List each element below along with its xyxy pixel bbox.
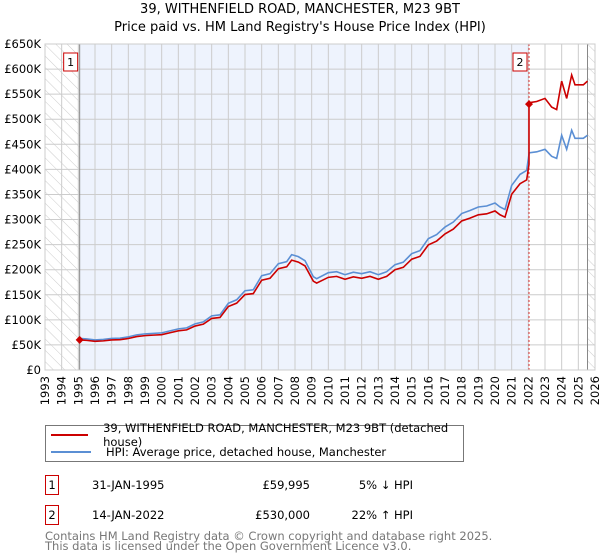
hatched-region-before [45, 44, 80, 370]
x-tick-label: 2023 [538, 376, 552, 405]
y-tick-label: £450K [4, 137, 41, 151]
legend-property: 39, WITHENFIELD ROAD, MANCHESTER, M23 9B… [103, 421, 449, 449]
sale-hpi-delta: 22% ↑ HPI [351, 508, 413, 522]
x-tick-label: 2011 [338, 376, 352, 405]
x-tick-label: 2006 [255, 376, 269, 405]
sale-label: 1 [67, 56, 74, 69]
x-tick-label: 1993 [38, 376, 52, 405]
x-tick-label: 1995 [71, 376, 85, 405]
sale-row: 2 14-JAN-2022 £530,000 22% ↑ HPI [45, 505, 465, 525]
sale-label-box [512, 52, 528, 72]
ownership-period-shade [79, 44, 530, 370]
sale-date: 31-JAN-1995 [92, 478, 165, 492]
x-tick-label: 2010 [321, 376, 335, 405]
y-tick-label: £150K [4, 288, 41, 302]
footer: Contains HM Land Registry data © Crown c… [45, 529, 493, 553]
y-tick-label: £0 [26, 363, 41, 377]
x-tick-label: 2005 [238, 376, 252, 405]
sale-point-marker [75, 335, 84, 344]
x-tick-label: 1999 [138, 376, 152, 405]
x-tick-label: 2019 [471, 376, 485, 405]
price-chart: 1993 1994 1995 1996 1997 1998 1999 2000 2001 2002… [4, 37, 600, 405]
hpi-line-swatch [51, 451, 91, 453]
property-line-swatch [51, 434, 89, 436]
sale-label: 2 [517, 56, 524, 69]
sale-label-box [63, 52, 79, 72]
sale-marker-badge: 1 [45, 475, 59, 495]
x-tick-label: 2000 [155, 376, 169, 405]
legend-hpi: HPI: Average price, detached house, Manc… [106, 445, 387, 459]
sale-point-marker [525, 100, 533, 109]
x-tick-label: 2002 [188, 376, 202, 405]
y-tick-label: £350K [4, 187, 41, 201]
y-tick-label: £300K [4, 213, 41, 227]
x-tick-label: 2015 [405, 376, 419, 405]
y-tick-label: £600K [4, 62, 41, 76]
chart-title: 39, WITHENFIELD ROAD, MANCHESTER, M23 9B… [140, 2, 460, 17]
y-tick-label: £200K [4, 263, 41, 277]
footer-line: This data is licensed under the Open Gov… [45, 539, 412, 553]
sale-price: £530,000 [255, 508, 310, 522]
hatched-region-after [587, 44, 595, 370]
x-tick-label: 2007 [271, 376, 285, 405]
x-tick-label: 2018 [455, 376, 469, 405]
y-tick-label: £650K [4, 37, 41, 51]
sale-row: 1 31-JAN-1995 £59,995 5% ↓ HPI [45, 475, 465, 495]
x-tick-label: 2026 [588, 376, 600, 405]
x-tick-label: 2017 [438, 376, 452, 405]
x-tick-label: 1994 [55, 376, 69, 405]
chart-subtitle: Price paid vs. HM Land Registry's House … [114, 20, 486, 35]
x-tick-label: 2009 [305, 376, 319, 405]
x-tick-label: 1996 [88, 376, 102, 405]
sale-date: 14-JAN-2022 [92, 508, 165, 522]
x-tick-label: 2025 [571, 376, 585, 405]
x-tick-label: 2020 [488, 376, 502, 405]
x-tick-label: 2003 [205, 376, 219, 405]
x-tick-label: 2001 [171, 376, 185, 405]
plot-border [44, 43, 596, 371]
sale-hpi-delta: 5% ↓ HPI [358, 478, 413, 492]
y-tick-label: £100K [4, 313, 41, 327]
y-tick-label: £500K [4, 112, 41, 126]
x-tick-label: 2013 [371, 376, 385, 405]
sale-marker-badge: 2 [45, 505, 59, 525]
x-tick-label: 2012 [355, 376, 369, 405]
x-tick-label: 2016 [421, 376, 435, 405]
y-tick-label: £550K [4, 87, 41, 101]
x-tick-label: 1997 [105, 376, 119, 405]
sale-price: £59,995 [262, 478, 310, 492]
y-tick-label: £400K [4, 162, 41, 176]
x-tick-label: 2014 [388, 376, 402, 405]
x-tick-label: 1998 [121, 376, 135, 405]
y-tick-label: £250K [4, 238, 41, 252]
footer-line: Contains HM Land Registry data © Crown c… [45, 529, 493, 543]
x-tick-label: 2021 [505, 376, 519, 405]
legend: 39, WITHENFIELD ROAD, MANCHESTER, M23 9B… [45, 421, 464, 462]
x-tick-label: 2008 [288, 376, 302, 405]
y-tick-label: £50K [12, 338, 42, 352]
x-tick-label: 2022 [521, 376, 535, 405]
x-tick-label: 2004 [221, 376, 235, 405]
x-tick-label: 2024 [555, 376, 569, 405]
